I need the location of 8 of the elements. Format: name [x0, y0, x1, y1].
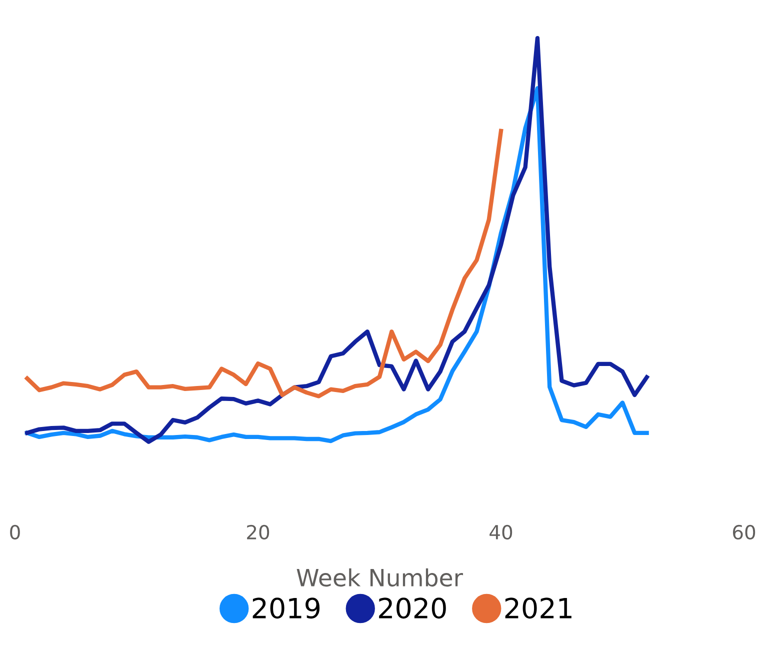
legend-label: 2019	[252, 598, 320, 619]
x-axis-title: Week Number	[296, 568, 464, 587]
x-tick-label: 40	[490, 524, 512, 540]
legend-label: 2021	[505, 598, 572, 619]
x-tick-label: 0	[10, 524, 20, 540]
legend-label: 2020	[379, 598, 446, 619]
x-tick-label: 60	[732, 524, 756, 540]
x-tick-label: 20	[247, 524, 270, 540]
